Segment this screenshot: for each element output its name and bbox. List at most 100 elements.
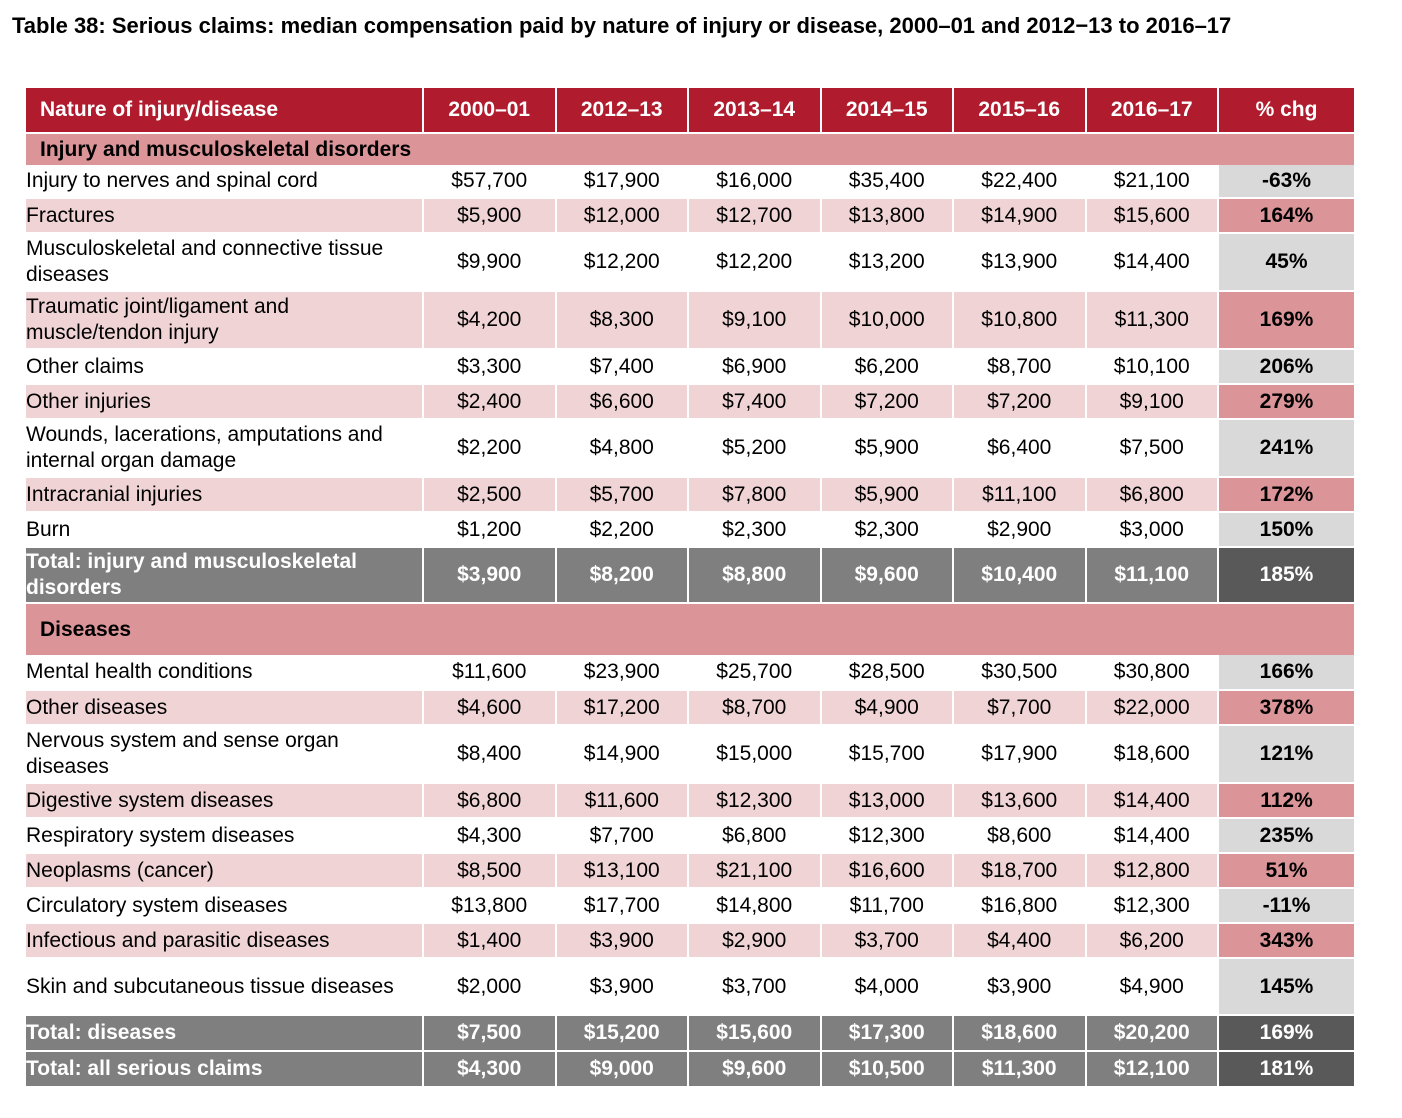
value-cell: $16,800	[953, 888, 1087, 924]
value-cell: $3,900	[555, 923, 689, 959]
value-cell: $10,800	[953, 291, 1087, 350]
value-cell: $4,300	[423, 818, 557, 854]
value-cell: $12,200	[688, 233, 822, 292]
pct-change-cell: 172%	[1218, 477, 1354, 513]
value-cell: $8,200	[555, 547, 689, 604]
value-cell: $17,200	[555, 690, 689, 726]
value-cell: $4,300	[423, 1051, 557, 1088]
row-label: Traumatic joint/ligament and muscle/tend…	[26, 291, 424, 350]
value-cell: $14,400	[1085, 233, 1219, 292]
section-total-row: Total: injury and musculoskeletal disord…	[26, 547, 1354, 604]
table-row: Other injuries $2,400 $6,600 $7,400 $7,200 $7…	[26, 384, 1354, 420]
value-cell: $8,700	[953, 349, 1087, 385]
value-cell: $10,100	[1085, 349, 1219, 385]
row-label: Other injuries	[26, 384, 424, 420]
value-cell: $4,900	[820, 690, 954, 726]
value-cell: $3,900	[953, 958, 1087, 1016]
value-cell: $11,300	[1085, 291, 1219, 350]
value-cell: $4,200	[423, 291, 557, 350]
value-cell: $6,600	[555, 384, 689, 420]
value-cell: $4,600	[423, 690, 557, 726]
section-header-row: Injury and musculoskeletal disorders	[26, 133, 1354, 165]
value-cell: $2,000	[423, 958, 557, 1016]
value-cell: $5,700	[555, 477, 689, 513]
value-cell: $57,700	[423, 165, 557, 199]
value-cell: $4,800	[555, 419, 689, 478]
pct-change-cell: 150%	[1218, 512, 1354, 548]
value-cell: $7,400	[688, 384, 822, 420]
value-cell: $12,300	[688, 783, 822, 819]
value-cell: $22,400	[953, 165, 1087, 199]
value-cell: $12,200	[555, 233, 689, 292]
header-pct-change: % chg	[1218, 88, 1354, 134]
value-cell: $21,100	[688, 853, 822, 889]
value-cell: $7,700	[555, 818, 689, 854]
value-cell: $22,000	[1085, 690, 1219, 726]
value-cell: $13,000	[820, 783, 954, 819]
section-title: Diseases	[26, 603, 1354, 655]
value-cell: $25,700	[688, 655, 822, 691]
row-label: Fractures	[26, 198, 424, 234]
value-cell: $18,600	[1085, 725, 1219, 784]
pct-change-cell: 166%	[1218, 655, 1354, 691]
value-cell: $14,800	[688, 888, 822, 924]
pct-change-cell: 241%	[1218, 419, 1354, 478]
pct-change-cell: -11%	[1218, 888, 1354, 924]
value-cell: $4,400	[953, 923, 1087, 959]
value-cell: $2,300	[688, 512, 822, 548]
value-cell: $6,800	[688, 818, 822, 854]
value-cell: $11,300	[953, 1051, 1087, 1088]
header-2012-13: 2012–13	[555, 88, 689, 134]
value-cell: $6,900	[688, 349, 822, 385]
pct-change-cell: 279%	[1218, 384, 1354, 420]
value-cell: $3,700	[688, 958, 822, 1016]
pct-change-cell: 378%	[1218, 690, 1354, 726]
value-cell: $6,800	[423, 783, 557, 819]
table-row: Mental health conditions $11,600 $23,900 $2…	[26, 655, 1354, 691]
section-total-row: Total: diseases $7,500 $15,200 $15,600 $17,3…	[26, 1015, 1354, 1052]
table-row: Other claims $3,300 $7,400 $6,900 $6,200 $8,7…	[26, 349, 1354, 385]
value-cell: $17,300	[820, 1015, 954, 1052]
value-cell: $10,500	[820, 1051, 954, 1088]
value-cell: $5,200	[688, 419, 822, 478]
header-row: Nature of injury/disease 2000–01 2012–13…	[26, 88, 1354, 134]
value-cell: $12,100	[1085, 1051, 1219, 1088]
row-label: Burn	[26, 512, 424, 548]
pct-change-cell: 164%	[1218, 198, 1354, 234]
pct-change-cell: 181%	[1218, 1051, 1354, 1088]
value-cell: $7,800	[688, 477, 822, 513]
pct-change-cell: -63%	[1218, 165, 1354, 199]
value-cell: $9,600	[688, 1051, 822, 1088]
table-row: Circulatory system diseases $13,800 $17,70…	[26, 888, 1354, 924]
value-cell: $10,400	[953, 547, 1087, 604]
value-cell: $11,700	[820, 888, 954, 924]
pct-change-cell: 206%	[1218, 349, 1354, 385]
value-cell: $14,400	[1085, 783, 1219, 819]
pct-change-cell: 185%	[1218, 547, 1354, 604]
row-label: Wounds, lacerations, amputations and int…	[26, 419, 424, 478]
value-cell: $12,800	[1085, 853, 1219, 889]
value-cell: $17,900	[555, 165, 689, 199]
value-cell: $7,200	[820, 384, 954, 420]
table-row: Fractures $5,900 $12,000 $12,700 $13,800 $14,…	[26, 198, 1354, 234]
table-row: Injury to nerves and spinal cord $57,700 $…	[26, 165, 1354, 199]
table-row: Traumatic joint/ligament and muscle/tend…	[26, 291, 1354, 350]
value-cell: $5,900	[423, 198, 557, 234]
value-cell: $8,700	[688, 690, 822, 726]
value-cell: $2,500	[423, 477, 557, 513]
value-cell: $21,100	[1085, 165, 1219, 199]
value-cell: $7,200	[953, 384, 1087, 420]
table-row: Nervous system and sense organ diseases $…	[26, 725, 1354, 784]
value-cell: $9,900	[423, 233, 557, 292]
value-cell: $9,000	[555, 1051, 689, 1088]
value-cell: $23,900	[555, 655, 689, 691]
row-label: Infectious and parasitic diseases	[26, 923, 424, 959]
table-row: Digestive system diseases $6,800 $11,600 $1…	[26, 783, 1354, 819]
value-cell: $3,300	[423, 349, 557, 385]
value-cell: $30,500	[953, 655, 1087, 691]
pct-change-cell: 235%	[1218, 818, 1354, 854]
value-cell: $2,900	[953, 512, 1087, 548]
header-2014-15: 2014–15	[820, 88, 954, 134]
pct-change-cell: 169%	[1218, 291, 1354, 350]
value-cell: $30,800	[1085, 655, 1219, 691]
